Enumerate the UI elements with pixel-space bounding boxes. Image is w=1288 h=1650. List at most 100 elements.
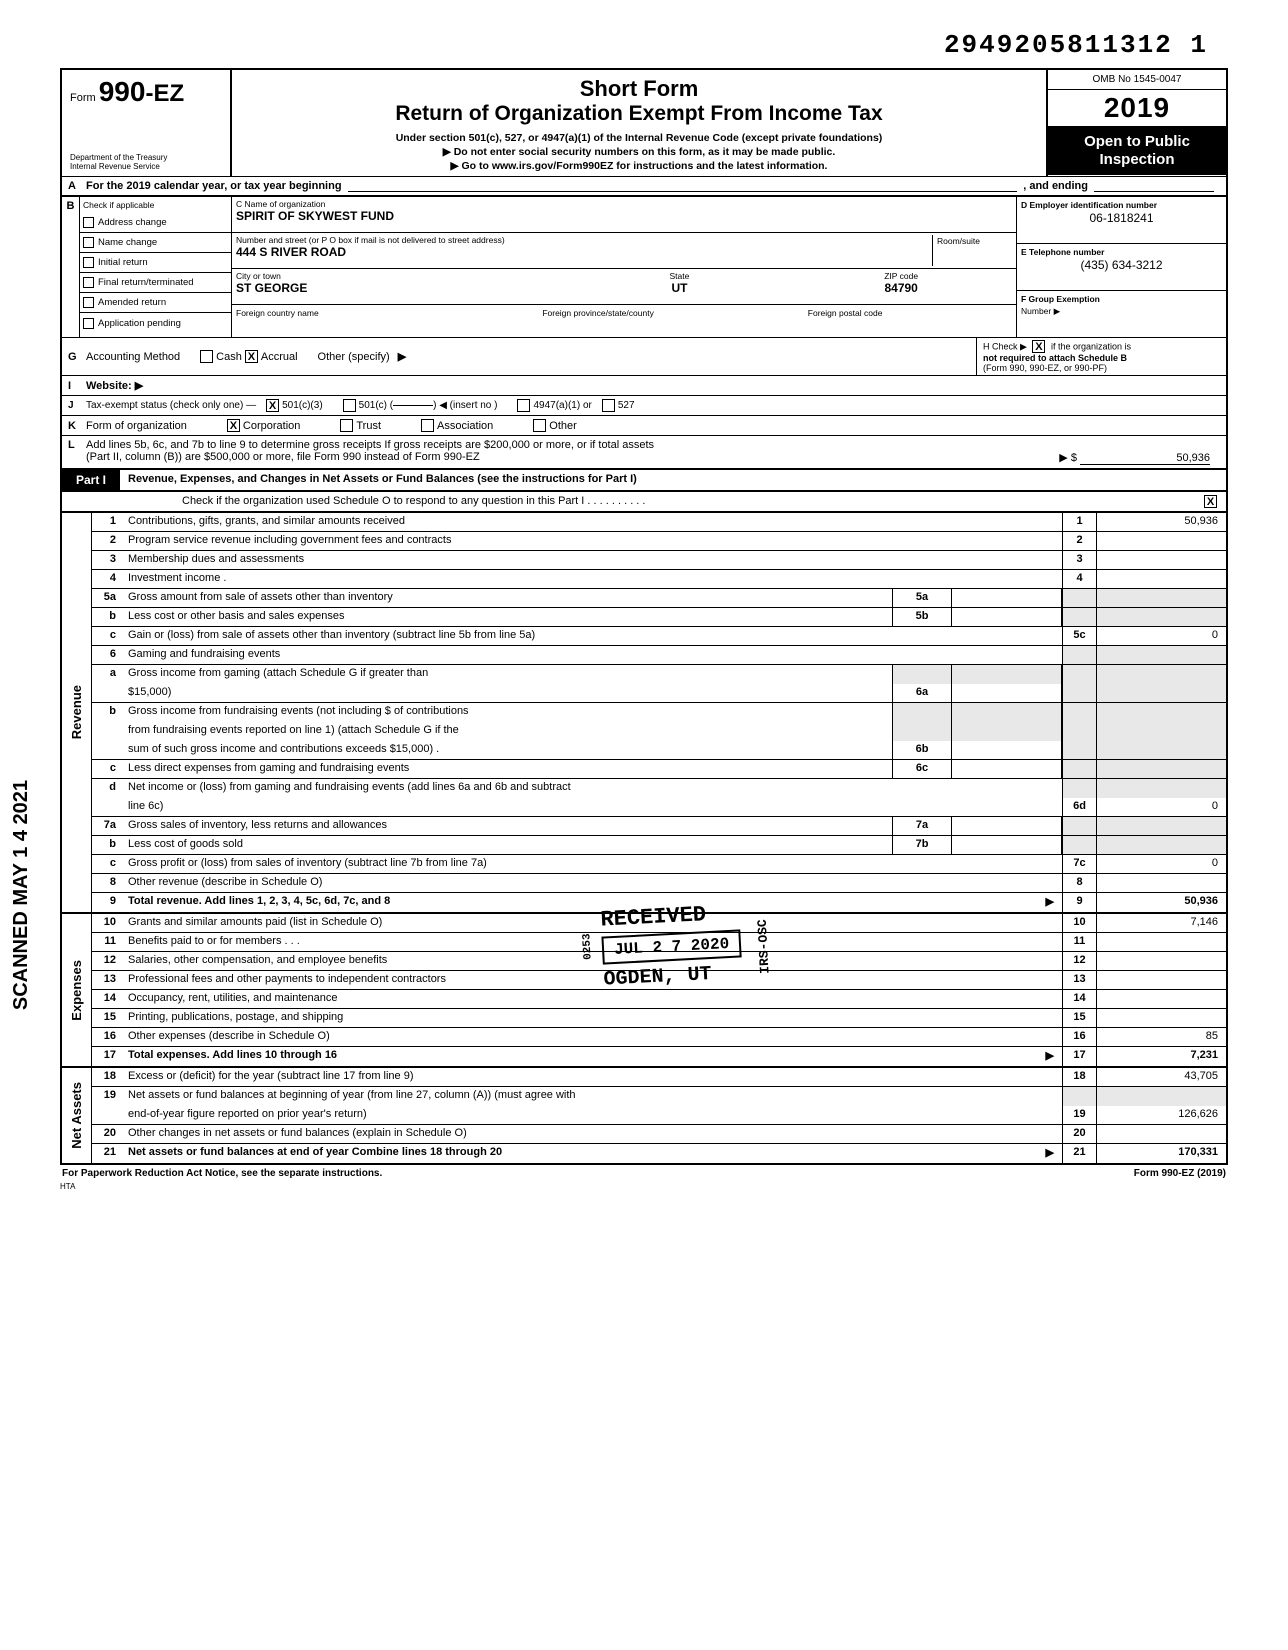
tax-exempt-label: Tax-exempt status (check only one) —	[86, 400, 256, 411]
row-a: A For the 2019 calendar year, or tax yea…	[60, 176, 1228, 195]
line-val	[1096, 551, 1226, 569]
check-label: Amended return	[98, 297, 166, 308]
year-end-field[interactable]	[1094, 180, 1214, 192]
schedule-b-checkbox[interactable]: X	[1032, 340, 1045, 353]
527-label: 527	[618, 400, 635, 411]
row-a-label: A	[68, 180, 86, 192]
line-val	[1096, 646, 1226, 664]
check-name-change[interactable]: Name change	[80, 233, 231, 253]
line-no: 9	[92, 893, 124, 912]
trust-checkbox[interactable]	[340, 419, 353, 432]
501c3-checkbox[interactable]: X	[266, 399, 279, 412]
line-desc: Printing, publications, postage, and shi…	[124, 1009, 1062, 1027]
line-val: 7,146	[1096, 914, 1226, 932]
mini-val[interactable]	[952, 741, 1062, 759]
line-desc: Grants and similar amounts paid (list in…	[124, 914, 1062, 932]
cash-checkbox[interactable]	[200, 350, 213, 363]
line-desc: Gross sales of inventory, less returns a…	[124, 817, 892, 835]
line-no: 20	[92, 1125, 124, 1143]
assoc-checkbox[interactable]	[421, 419, 434, 432]
schedule-o-checkbox[interactable]: X	[1204, 495, 1217, 508]
col-b-label: B	[62, 197, 80, 337]
checkbox-icon[interactable]	[83, 297, 94, 308]
line-rno: 15	[1062, 1009, 1096, 1027]
line-desc: Membership dues and assessments	[124, 551, 1062, 569]
mini-val[interactable]	[952, 817, 1062, 835]
line-no: 2	[92, 532, 124, 550]
line-rno: 4	[1062, 570, 1096, 588]
line-val	[1096, 1087, 1226, 1106]
line-rno	[1062, 684, 1096, 702]
year-begin-field[interactable]	[348, 180, 1018, 192]
check-initial-return[interactable]: Initial return	[80, 253, 231, 273]
line-no: 11	[92, 933, 124, 951]
checkbox-icon[interactable]	[83, 217, 94, 228]
checkbox-icon[interactable]	[83, 318, 94, 329]
check-label: Address change	[98, 217, 167, 228]
line-val	[1096, 1125, 1226, 1143]
mini-val[interactable]	[952, 760, 1062, 778]
row-h: H Check ▶ X if the organization is not r…	[976, 338, 1226, 375]
phone-label: E Telephone number	[1021, 247, 1104, 257]
check-address-change[interactable]: Address change	[80, 213, 231, 233]
line-val: 43,705	[1096, 1068, 1226, 1086]
line-val	[1096, 760, 1226, 778]
line-rno	[1062, 589, 1096, 607]
line-no: 14	[92, 990, 124, 1008]
row-k-label: K	[68, 420, 86, 432]
checkbox-icon[interactable]	[83, 257, 94, 268]
line-rno: 12	[1062, 952, 1096, 970]
zip-label: ZIP code	[790, 271, 1012, 281]
line-rno	[1062, 703, 1096, 722]
line-desc: Professional fees and other payments to …	[124, 971, 1062, 989]
line-val: 0	[1096, 798, 1226, 816]
mini-val[interactable]	[952, 589, 1062, 607]
line-rno	[1062, 665, 1096, 684]
501c-checkbox[interactable]	[343, 399, 356, 412]
insert-no-label: ) ◀ (insert no )	[433, 400, 497, 411]
line-desc: Net assets or fund balances at beginning…	[124, 1087, 1062, 1106]
line-no: 18	[92, 1068, 124, 1086]
501c-number-field[interactable]	[393, 405, 433, 406]
line-rno	[1062, 646, 1096, 664]
527-checkbox[interactable]	[602, 399, 615, 412]
4947a1-checkbox[interactable]	[517, 399, 530, 412]
title-column: Short Form Return of Organization Exempt…	[232, 70, 1046, 176]
part-1-title: Revenue, Expenses, and Changes in Net As…	[120, 470, 1226, 490]
line-desc: end-of-year figure reported on prior yea…	[124, 1106, 1062, 1124]
check-application-pending[interactable]: Application pending	[80, 313, 231, 333]
line-desc: Net income or (loss) from gaming and fun…	[124, 779, 1062, 798]
check-final-return[interactable]: Final return/terminated	[80, 273, 231, 293]
sub-title: Return of Organization Exempt From Incom…	[242, 102, 1036, 126]
net-assets-section: Net Assets 18Excess or (deficit) for the…	[60, 1068, 1228, 1165]
form-header: Form 990-EZ Department of the Treasury I…	[60, 68, 1228, 176]
check-label: Initial return	[98, 257, 148, 268]
mini-val[interactable]	[952, 608, 1062, 626]
mini-val[interactable]	[952, 684, 1062, 702]
line-val	[1096, 570, 1226, 588]
check-label: Final return/terminated	[98, 277, 194, 288]
part-1-subheader: Check if the organization used Schedule …	[60, 492, 1228, 513]
mini-val	[952, 722, 1062, 741]
row-l-text2: (Part II, column (B)) are $500,000 or mo…	[86, 451, 1059, 463]
other-checkbox[interactable]	[533, 419, 546, 432]
row-l-arrow: ▶ $	[1059, 452, 1077, 464]
checkbox-icon[interactable]	[83, 237, 94, 248]
line-no: b	[92, 703, 124, 722]
row-l-text1: Add lines 5b, 6c, and 7b to line 9 to de…	[86, 439, 1059, 451]
line-desc: Net assets or fund balances at end of ye…	[124, 1144, 1038, 1163]
org-name: SPIRIT OF SKYWEST FUND	[236, 209, 1012, 223]
accrual-label: Accrual	[261, 351, 298, 363]
group-exempt-number: Number ▶	[1021, 306, 1060, 316]
corp-checkbox[interactable]: X	[227, 419, 240, 432]
open-line2: Inspection	[1054, 151, 1220, 169]
mini-val[interactable]	[952, 836, 1062, 854]
checkbox-icon[interactable]	[83, 277, 94, 288]
form-number-column: Form 990-EZ Department of the Treasury I…	[62, 70, 232, 176]
row-a-mid: , and ending	[1023, 180, 1088, 192]
row-i-label: I	[68, 380, 86, 392]
row-i: I Website: ▶	[60, 375, 1228, 395]
line-desc: Investment income .	[124, 570, 1062, 588]
check-amended-return[interactable]: Amended return	[80, 293, 231, 313]
accrual-checkbox[interactable]: X	[245, 350, 258, 363]
